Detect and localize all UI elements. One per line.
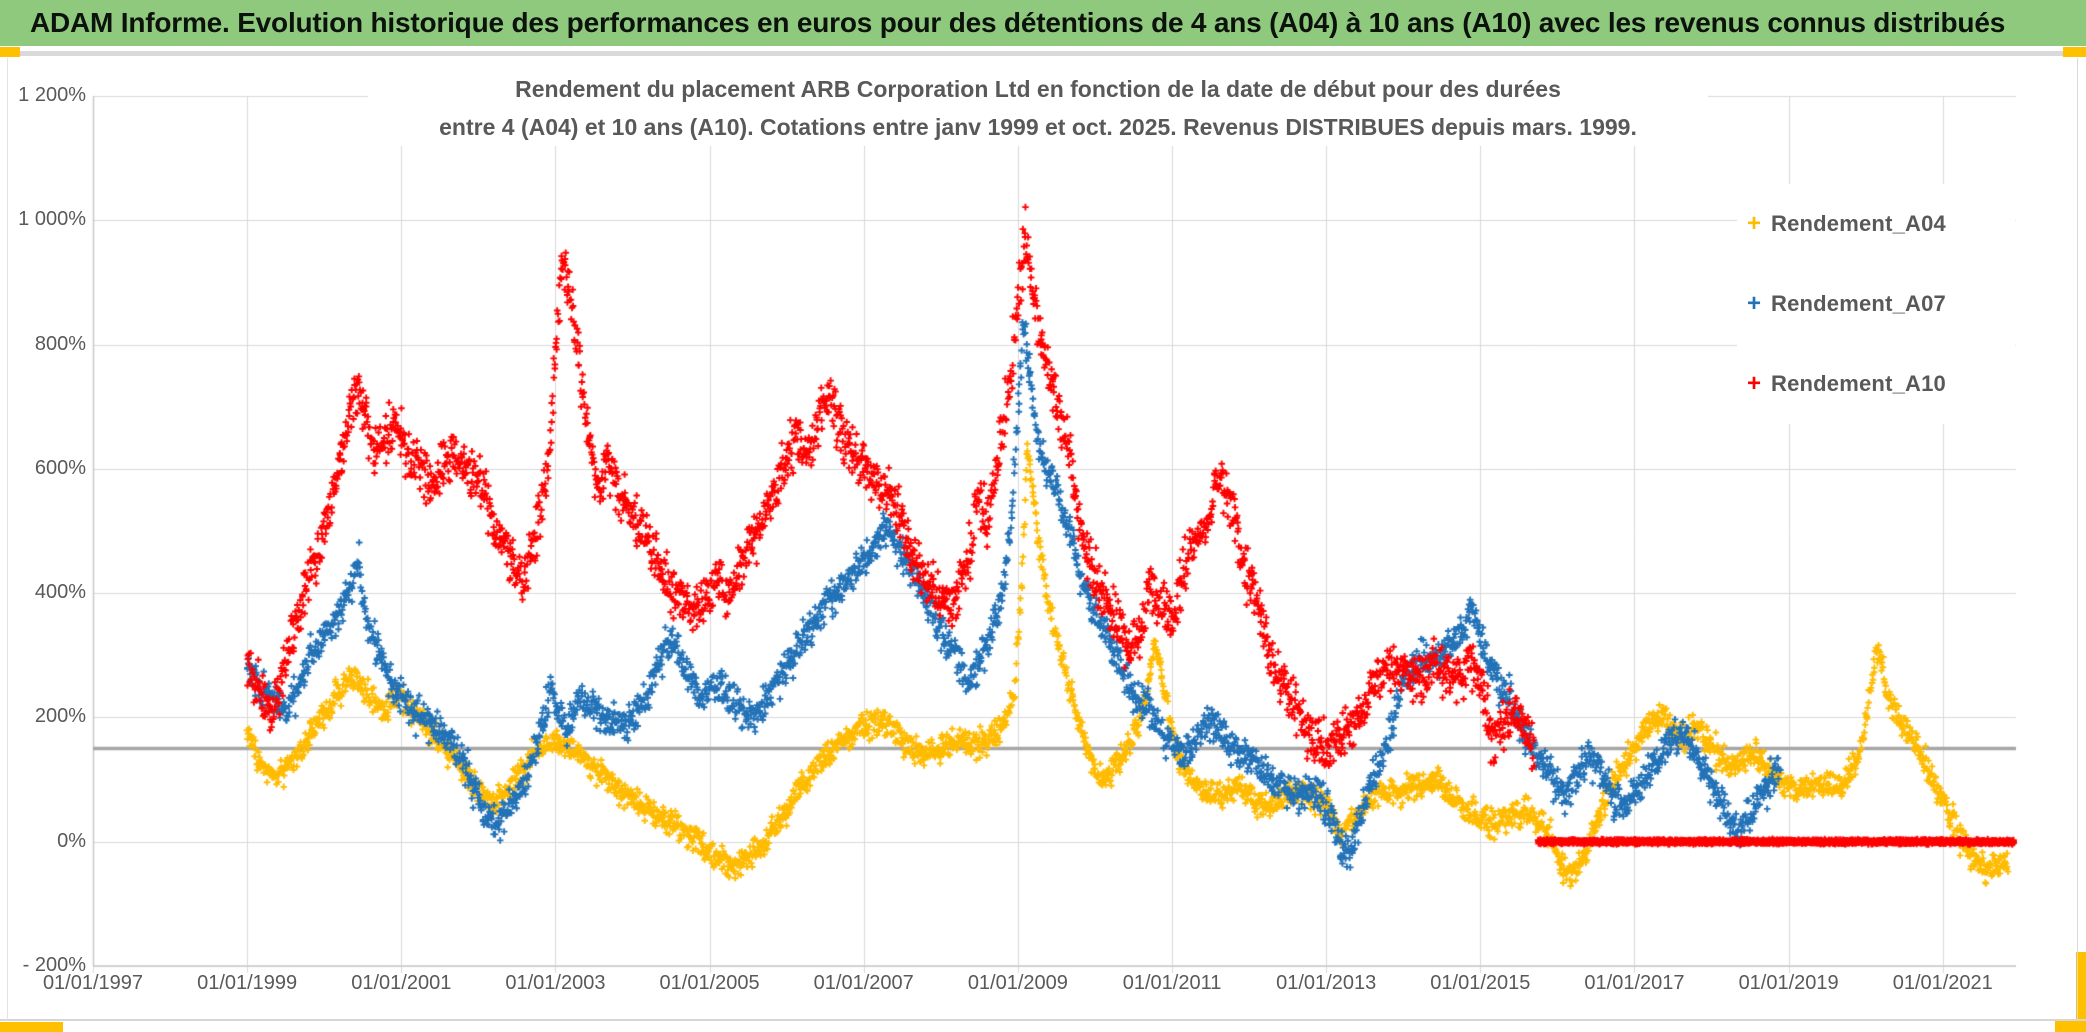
highlighted-cell-bottom-left bbox=[0, 1022, 63, 1032]
chart-legend[interactable]: + Rendement_A04 + Rendement_A07 + Rendem… bbox=[1737, 184, 2015, 424]
highlighted-cell-top-left bbox=[0, 47, 20, 57]
header-title: ADAM Informe. Evolution historique des p… bbox=[30, 7, 2006, 38]
legend-label: Rendement_A10 bbox=[1771, 371, 1946, 396]
legend-item-rendement-a10[interactable]: + Rendement_A10 bbox=[1737, 344, 2015, 424]
legend-label: Rendement_A07 bbox=[1771, 291, 1946, 316]
chart-title-line2: entre 4 (A04) et 10 ans (A10). Cotations… bbox=[439, 114, 1637, 140]
legend-item-rendement-a04[interactable]: + Rendement_A04 bbox=[1737, 184, 2015, 264]
chart-title[interactable]: Rendement du placement ARB Corporation L… bbox=[368, 70, 1708, 146]
bottom-row-divider bbox=[0, 1019, 2086, 1021]
chart-title-line1: Rendement du placement ARB Corporation L… bbox=[515, 76, 1561, 102]
highlighted-cell-right bbox=[2076, 952, 2086, 1032]
plus-marker-icon: + bbox=[1746, 290, 1761, 317]
plus-marker-icon: + bbox=[1746, 370, 1761, 397]
legend-label: Rendement_A04 bbox=[1771, 211, 1946, 236]
chart-object-left-border bbox=[7, 58, 8, 1020]
legend-item-rendement-a07[interactable]: + Rendement_A07 bbox=[1737, 264, 2015, 344]
highlighted-cell-bottom-right bbox=[2055, 1020, 2086, 1032]
plus-marker-icon: + bbox=[1746, 210, 1761, 237]
highlighted-cell-top-right bbox=[2063, 47, 2086, 57]
header-bar: ADAM Informe. Evolution historique des p… bbox=[0, 0, 2086, 46]
row-divider-strip bbox=[0, 51, 2086, 56]
chart-object-right-border bbox=[2077, 58, 2078, 1020]
